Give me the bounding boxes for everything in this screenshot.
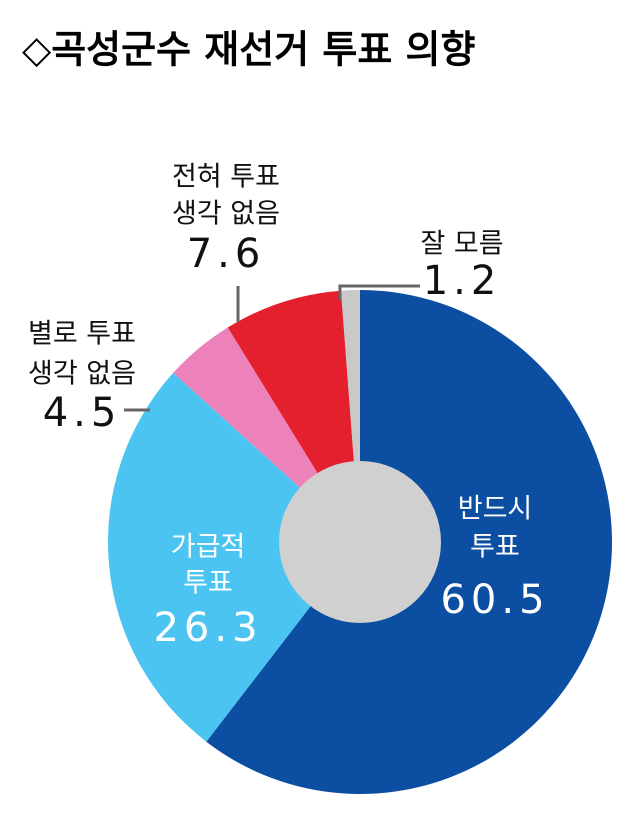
slice-label: 잘 모름 [420,229,503,260]
chart-title: ◇곡성군수 재선거 투표 의향 [22,28,476,72]
slice-label: 가급적 [171,532,246,563]
slice-label: 반드시 [458,494,533,525]
slice-label: 전혀 투표 [172,162,280,193]
value-label: 26.3 [153,605,262,651]
slice-label: 생각 없음 [172,199,280,230]
value-label: 4.5 [43,390,122,436]
value-label: 1.2 [423,258,502,304]
slice [107,372,360,742]
leader-line [338,284,420,300]
slice-label: 생각 없음 [28,359,136,390]
value-label: 7.6 [187,231,266,277]
slice-label: 별로 투표 [28,319,136,350]
value-label: 60.5 [440,577,549,623]
donut-hole [279,461,441,623]
slice-label: 투표 [470,532,520,563]
slice-label: 투표 [183,568,233,599]
